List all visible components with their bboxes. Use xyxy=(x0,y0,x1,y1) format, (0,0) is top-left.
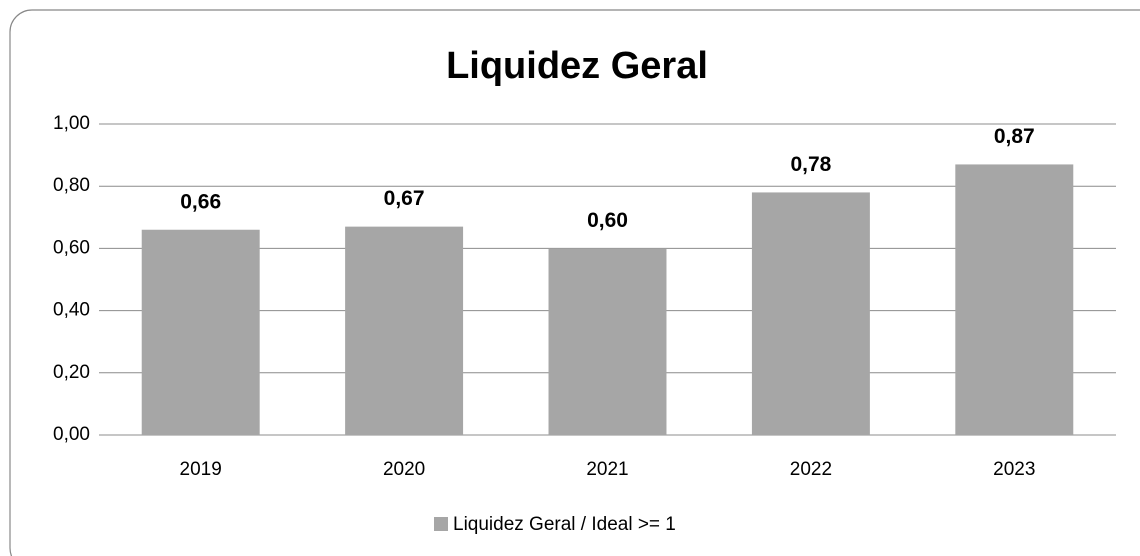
x-tick-label: 2021 xyxy=(586,459,628,480)
bar xyxy=(548,248,667,435)
data-label: 0,78 xyxy=(790,153,831,176)
data-label: 0,60 xyxy=(587,209,628,232)
y-tick-label: 0,60 xyxy=(53,237,90,258)
data-label: 0,87 xyxy=(994,125,1035,148)
bar xyxy=(751,192,870,435)
bar xyxy=(345,226,464,435)
bar xyxy=(955,164,1074,435)
x-tick-label: 2020 xyxy=(383,459,425,480)
chart-title: Liquidez Geral xyxy=(446,45,708,87)
bar xyxy=(141,229,260,435)
y-tick-label: 0,20 xyxy=(53,362,90,383)
y-tick-label: 1,00 xyxy=(53,113,90,134)
data-label: 0,66 xyxy=(180,190,221,213)
x-tick-label: 2019 xyxy=(180,459,222,480)
y-tick-label: 0,40 xyxy=(53,300,90,321)
x-tick-label: 2023 xyxy=(993,459,1035,480)
y-tick-label: 0,80 xyxy=(53,175,90,196)
legend-label: Liquidez Geral / Ideal >= 1 xyxy=(453,514,676,535)
x-tick-label: 2022 xyxy=(790,459,832,480)
data-label: 0,67 xyxy=(384,187,425,210)
y-tick-label: 0,00 xyxy=(53,424,90,445)
legend-swatch xyxy=(434,517,448,531)
